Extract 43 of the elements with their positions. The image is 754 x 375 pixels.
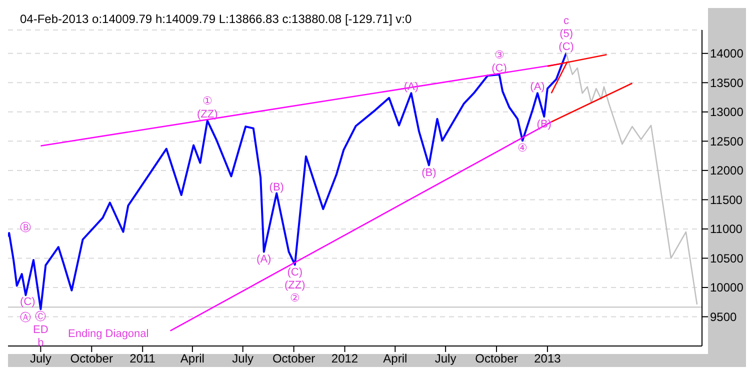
y-tick-label: 12000 <box>710 164 744 178</box>
y-tick-label: 13500 <box>710 76 744 90</box>
chart-title: 04-Feb-2013 o:14009.79 h:14009.79 L:13866.83 c:13880.08 [-129.71] v:0 <box>20 12 412 26</box>
x-tick-label: April <box>180 352 204 366</box>
annotation: (ZZ) <box>284 279 306 292</box>
annotation: Ⓒ <box>35 310 46 323</box>
annotation: (A) <box>530 81 545 94</box>
annotation: (5) <box>560 28 574 40</box>
annotation: Ⓐ <box>20 310 31 325</box>
x-tick-label: 2013 <box>534 352 562 366</box>
annotation: (A) <box>256 254 272 266</box>
annotation: (C) <box>287 266 303 278</box>
annotation: ED <box>33 324 48 336</box>
y-tick-label: 13000 <box>710 105 744 120</box>
x-tick-label: October <box>272 352 316 366</box>
annotation: (C) <box>558 40 574 53</box>
annotation: (C) <box>20 296 36 308</box>
annotation: (B) <box>422 166 436 179</box>
y-tick-label: 10000 <box>710 280 744 295</box>
annotation: (ZZ) <box>197 108 218 121</box>
x-tick-label: October <box>475 352 518 366</box>
annotation: Ending Diagonal <box>68 328 149 340</box>
y-tick-label: 11000 <box>710 222 743 236</box>
y-tick-label: 10500 <box>710 251 744 266</box>
annotation: Ⓑ <box>20 220 31 235</box>
x-tick-label: 2011 <box>130 352 156 366</box>
annotation: c <box>564 14 570 27</box>
y-tick-label: 9500 <box>710 310 738 324</box>
y-tick-label: 14000 <box>710 46 744 61</box>
annotation: ② <box>290 292 300 304</box>
annotation: (C) <box>492 62 507 74</box>
annotation: ③ <box>494 49 504 62</box>
x-tick-label: July <box>30 352 52 366</box>
y-tick-label: 11500 <box>710 192 743 207</box>
x-tick-label: October <box>70 352 113 366</box>
x-tick-label: April <box>383 352 408 366</box>
annotation: ④ <box>518 142 528 154</box>
y-tick-label: 12500 <box>710 134 744 148</box>
x-tick-label: July <box>232 352 254 366</box>
x-tick-label: 2012 <box>331 352 358 366</box>
annotation: (B) <box>269 181 284 194</box>
x-tick-label: July <box>434 352 456 366</box>
annotation: ① <box>202 96 212 108</box>
